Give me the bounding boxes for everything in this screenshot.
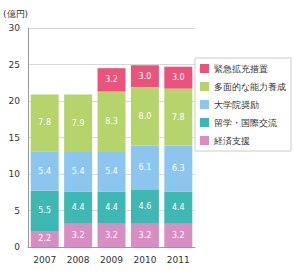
svg-text:2010: 2010: [133, 255, 156, 265]
svg-text:2009: 2009: [100, 255, 123, 265]
svg-text:大学院奨励: 大学院奨励: [214, 100, 259, 110]
svg-text:20: 20: [9, 96, 21, 106]
svg-text:8.0: 8.0: [139, 112, 152, 121]
svg-text:5.5: 5.5: [38, 206, 51, 215]
svg-text:3.2: 3.2: [172, 231, 185, 240]
svg-text:5.4: 5.4: [72, 167, 85, 176]
svg-text:留学・国際交流: 留学・国際交流: [214, 118, 277, 128]
svg-text:2007: 2007: [33, 255, 56, 265]
svg-text:10: 10: [9, 169, 21, 179]
svg-text:2011: 2011: [167, 255, 190, 265]
svg-text:5: 5: [14, 206, 20, 216]
svg-text:25: 25: [9, 60, 20, 70]
svg-text:5.4: 5.4: [38, 167, 51, 176]
svg-text:(億円): (億円): [3, 9, 28, 19]
svg-text:3.2: 3.2: [105, 75, 118, 84]
svg-text:0: 0: [14, 242, 20, 252]
svg-text:8.3: 8.3: [105, 117, 118, 126]
svg-text:経済支援: 経済支援: [213, 136, 250, 146]
svg-text:6.3: 6.3: [172, 164, 185, 173]
svg-text:3.2: 3.2: [72, 231, 85, 240]
svg-text:15: 15: [9, 133, 20, 143]
svg-text:4.4: 4.4: [105, 203, 118, 212]
svg-text:2.2: 2.2: [38, 234, 51, 243]
svg-text:3.2: 3.2: [139, 231, 152, 240]
svg-text:7.8: 7.8: [38, 118, 51, 127]
svg-text:3.2: 3.2: [105, 231, 118, 240]
svg-text:4.4: 4.4: [72, 203, 85, 212]
svg-text:3.0: 3.0: [172, 73, 185, 82]
svg-text:2008: 2008: [67, 255, 90, 265]
svg-text:6.1: 6.1: [139, 163, 152, 172]
svg-text:7.9: 7.9: [72, 119, 85, 128]
svg-text:4.6: 4.6: [139, 202, 152, 211]
svg-text:30: 30: [9, 23, 21, 33]
svg-text:5.4: 5.4: [105, 167, 118, 176]
svg-text:多面的な能力養成: 多面的な能力養成: [214, 82, 286, 92]
svg-text:緊急拡充措置: 緊急拡充措置: [214, 64, 268, 74]
svg-text:3.0: 3.0: [139, 72, 152, 81]
svg-text:7.8: 7.8: [172, 113, 185, 122]
svg-text:4.4: 4.4: [172, 203, 185, 212]
